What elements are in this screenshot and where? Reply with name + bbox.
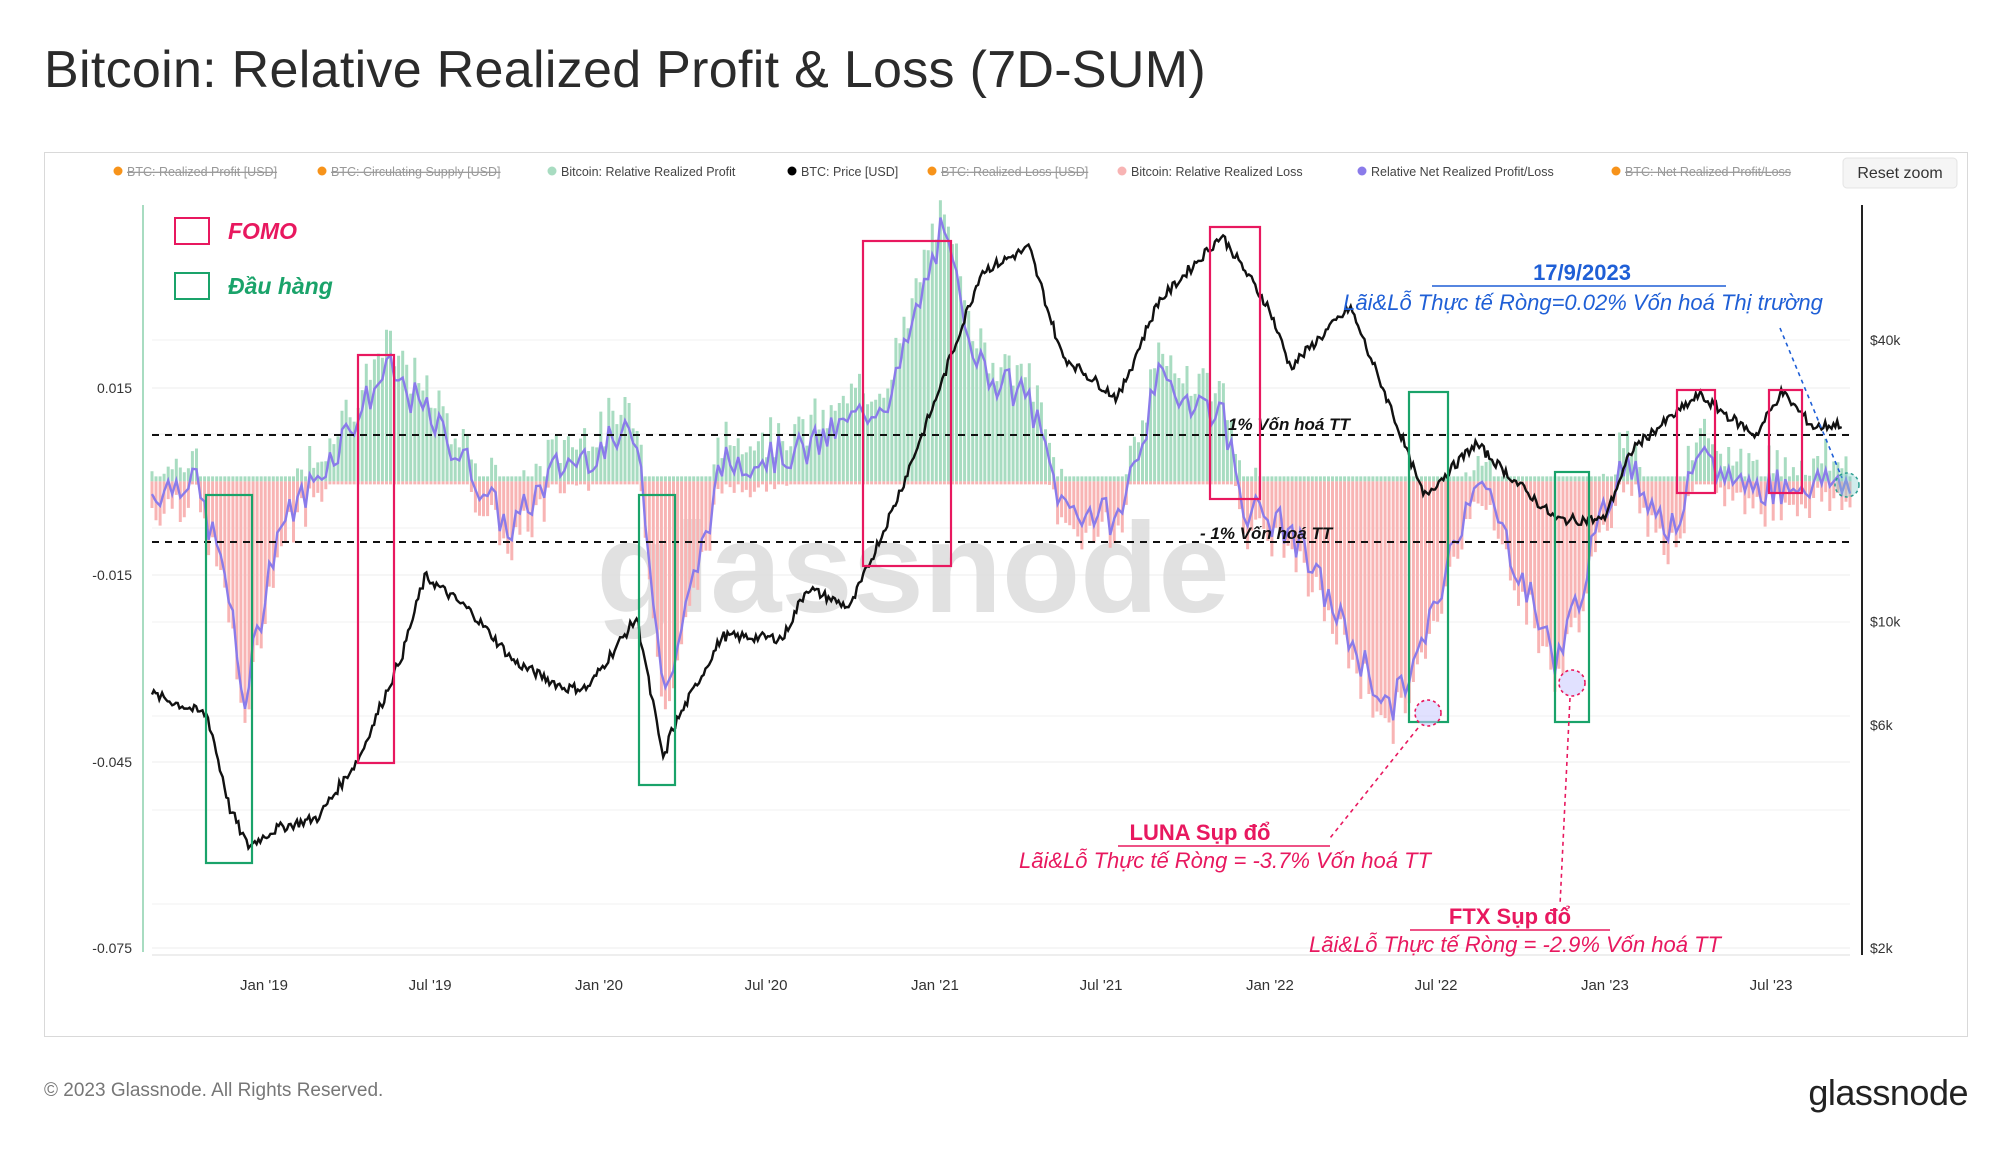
legend-swatch-icon [1357,166,1367,176]
x-tick-label: Jul '23 [1750,977,1793,994]
y-tick-label: 0.015 [97,380,132,396]
legend-swatch-icon [547,166,557,176]
legend-label: BTC: Price [USD] [801,165,898,179]
relative-realized-profit-bars [150,200,1852,482]
reset-zoom-button[interactable] [1842,157,1958,189]
luna-marker [1414,699,1442,727]
ftx-pointer [1559,697,1571,906]
legend-swatch-icon [113,166,123,176]
x-tick-label: Jan '23 [1581,977,1629,994]
date-annotation-marker [1834,472,1860,498]
legend-item[interactable]: BTC: Realized Loss [USD] [927,165,1089,179]
y-tick-label: -0.045 [92,754,132,770]
net-realized-pl-line [150,217,1852,721]
capitulation-box [637,493,677,787]
x-tick-label: Jul '22 [1415,977,1458,994]
plus-1pct-label: 1% Vốn hoá TT [1228,415,1351,434]
legend-item[interactable]: Bitcoin: Relative Realized Profit [547,165,736,179]
fomo-legend-swatch [174,217,210,245]
y-tick-label: -0.075 [92,940,132,956]
capitulation-legend-label: Đầu hàng [228,273,333,299]
y-right-tick-label: $10k [1870,613,1901,629]
legend-swatch-icon [1117,166,1127,176]
fomo-box [1767,388,1804,495]
fomo-box [356,353,396,765]
legend-swatch-icon [787,166,797,176]
brand-logo: glassnode [1808,1072,1968,1113]
capitulation-box [1553,470,1591,724]
legend-label: BTC: Realized Profit [USD] [127,165,277,179]
x-tick-label: Jan '19 [240,977,288,994]
legend-swatch-icon [317,166,327,176]
copyright: © 2023 Glassnode. All Rights Reserved. [44,1080,384,1101]
y-tick-label: -0.015 [92,567,132,583]
legend-label: BTC: Net Realized Profit/Loss [1625,165,1791,179]
x-tick-label: Jul '19 [409,977,452,994]
ftx-annotation-title: FTX Sụp đổ [1449,904,1571,929]
legend-item[interactable]: BTC: Realized Profit [USD] [113,165,278,179]
x-tick-label: Jul '20 [745,977,788,994]
legend-item[interactable]: BTC: Circulating Supply [USD] [317,165,501,179]
date-annotation-title: 17/9/2023 [1533,260,1631,285]
capitulation-box [204,493,254,865]
legend-label: Relative Net Realized Profit/Loss [1371,165,1554,179]
btc-price-line [150,233,1843,852]
date-annotation-note: Lãi&Lỗ Thực tế Ròng=0.02% Vốn hoá Thị tr… [1343,290,1823,315]
legend-swatch-icon [927,166,937,176]
luna-annotation-note: Lãi&Lỗ Thực tế Ròng = -3.7% Vốn hoá TT [1019,848,1433,873]
y-right-tick-label: $6k [1870,717,1894,733]
x-tick-label: Jul '21 [1080,977,1123,994]
reset-zoom-label[interactable]: Reset zoom [1857,165,1942,182]
luna-annotation-title: LUNA Sụp đổ [1130,820,1271,845]
legend-label: Bitcoin: Relative Realized Loss [1131,165,1303,179]
capitulation-legend-swatch [174,272,210,300]
page-title: Bitcoin: Relative Realized Profit & Loss… [44,41,1206,99]
legend-label: BTC: Realized Loss [USD] [941,165,1088,179]
y-right-tick-label: $2k [1870,940,1894,956]
fomo-box [1675,388,1717,495]
date-annotation-pointer [1779,327,1843,479]
legend-swatch-icon [1611,166,1621,176]
legend-label: BTC: Circulating Supply [USD] [331,165,501,179]
x-tick-label: Jan '21 [911,977,959,994]
legend-item[interactable]: BTC: Net Realized Profit/Loss [1611,165,1792,179]
x-tick-label: Jan '22 [1246,977,1294,994]
minus-1pct-label: - 1% Vốn hoá TT [1200,524,1334,543]
watermark: glassnode [596,497,1229,640]
ftx-annotation-note: Lãi&Lỗ Thực tế Ròng = -2.9% Vốn hoá TT [1309,932,1723,957]
legend-item[interactable]: Bitcoin: Relative Realized Loss [1117,165,1303,179]
y-right-tick-label: $40k [1870,332,1901,348]
legend-item[interactable]: Relative Net Realized Profit/Loss [1357,165,1554,179]
x-tick-label: Jan '20 [575,977,623,994]
luna-pointer [1329,727,1419,839]
legend-item[interactable]: BTC: Price [USD] [787,165,899,179]
fomo-legend-label: FOMO [228,218,297,244]
ftx-marker [1558,669,1586,697]
fomo-box [861,239,953,568]
fomo-box [1208,225,1262,501]
legend-label: Bitcoin: Relative Realized Profit [561,165,736,179]
chart-frame [44,152,1968,1037]
